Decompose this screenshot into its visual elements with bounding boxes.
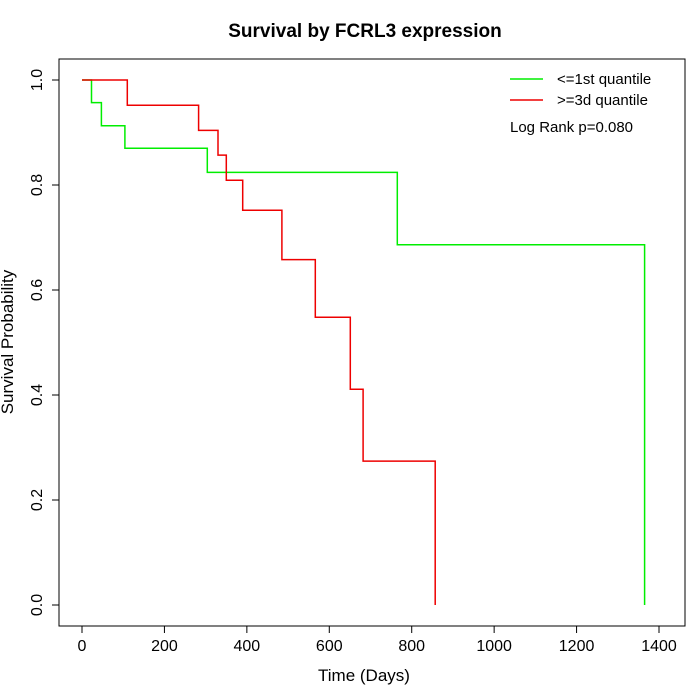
log-rank-annotation: Log Rank p=0.080 [510,119,633,136]
legend-label-low: <=1st quantile [557,71,651,88]
plot-frame [58,58,686,627]
series-layer [82,79,646,605]
y-tick-label: 0.0 [29,594,46,616]
y-axis-label: Survival Probability [0,269,17,414]
legend: <=1st quantile >=3d quantile Log Rank p=… [510,71,651,136]
series-line-high-quantile [82,79,436,605]
y-tick-label: 0.4 [29,384,46,406]
x-tick-label: 600 [316,638,343,655]
x-tick-label: 0 [78,638,87,655]
y-axis: 0.0 0.2 0.4 0.6 0.8 1.0 [29,69,60,616]
x-axis: 0 200 400 600 800 1000 1200 1400 [78,625,677,655]
y-tick-label: 1.0 [29,69,46,91]
x-tick-label: 1000 [476,638,512,655]
x-axis-label: Time (Days) [318,666,410,685]
x-tick-label: 1400 [641,638,677,655]
legend-label-high: >=3d quantile [557,92,648,109]
chart-title: Survival by FCRL3 expression [228,21,502,42]
x-tick-label: 400 [234,638,261,655]
x-tick-label: 200 [151,638,178,655]
y-tick-label: 0.8 [29,174,46,196]
x-tick-label: 1200 [559,638,595,655]
y-tick-label: 0.2 [29,489,46,511]
series-line-low-quantile [82,79,646,605]
x-tick-label: 800 [398,638,425,655]
y-tick-label: 0.6 [29,279,46,301]
